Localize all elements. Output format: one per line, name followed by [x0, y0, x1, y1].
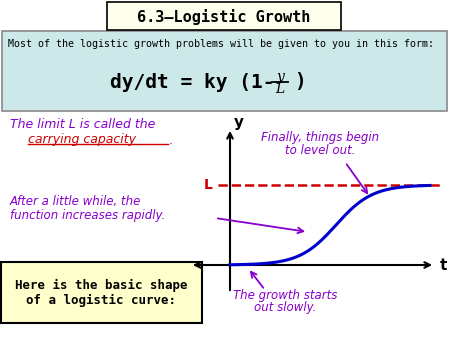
Text: of a logistic curve:: of a logistic curve: [26, 293, 176, 307]
Text: y: y [276, 70, 284, 84]
Text: dy/dt = ky (1-: dy/dt = ky (1- [110, 72, 274, 92]
Text: Most of the logistic growth problems will be given to you in this form:: Most of the logistic growth problems wil… [8, 39, 434, 49]
Text: The growth starts: The growth starts [233, 289, 337, 301]
Text: ): ) [294, 72, 306, 92]
Text: function increases rapidly.: function increases rapidly. [10, 209, 166, 221]
Text: .: . [169, 134, 173, 146]
Text: out slowly.: out slowly. [254, 301, 316, 314]
Text: The limit L is called the: The limit L is called the [10, 118, 155, 130]
Text: 6.3—Logistic Growth: 6.3—Logistic Growth [137, 9, 310, 25]
Text: L: L [275, 82, 284, 96]
Text: t: t [440, 258, 447, 272]
Text: carrying capacity: carrying capacity [28, 134, 136, 146]
Text: Finally, things begin: Finally, things begin [261, 131, 379, 145]
Text: L: L [203, 178, 212, 192]
FancyBboxPatch shape [107, 2, 341, 30]
FancyBboxPatch shape [1, 262, 202, 323]
Text: Here is the basic shape: Here is the basic shape [15, 279, 187, 292]
Text: to level out.: to level out. [285, 144, 355, 156]
Text: After a little while, the: After a little while, the [10, 195, 141, 209]
Text: y: y [234, 115, 244, 129]
FancyBboxPatch shape [2, 31, 447, 111]
